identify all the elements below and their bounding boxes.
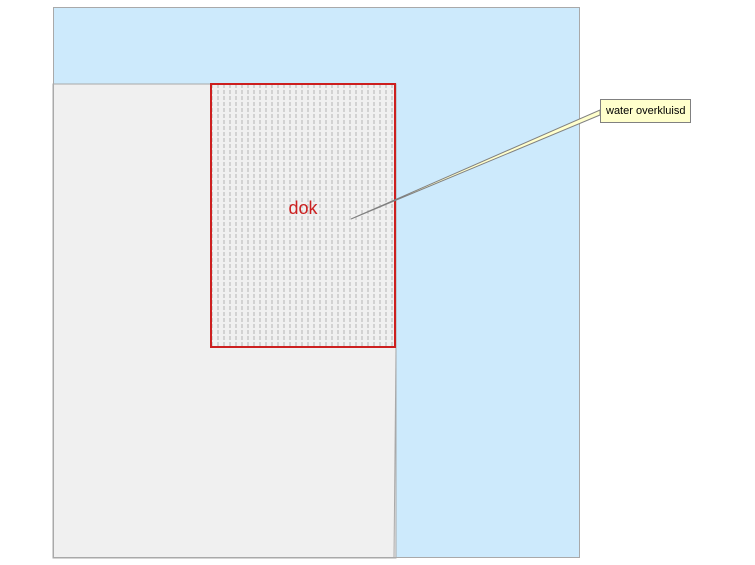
dok-label: dok	[288, 198, 318, 218]
dok-outline	[210, 83, 396, 348]
callout-box[interactable]: water overkluisd	[600, 99, 692, 123]
dok-hatch	[211, 84, 395, 347]
dok-feature[interactable]: dok	[210, 83, 396, 348]
land-boundary-line	[393, 346, 397, 559]
map-frame	[53, 7, 580, 558]
callout-text: water overkluisd	[606, 105, 686, 117]
